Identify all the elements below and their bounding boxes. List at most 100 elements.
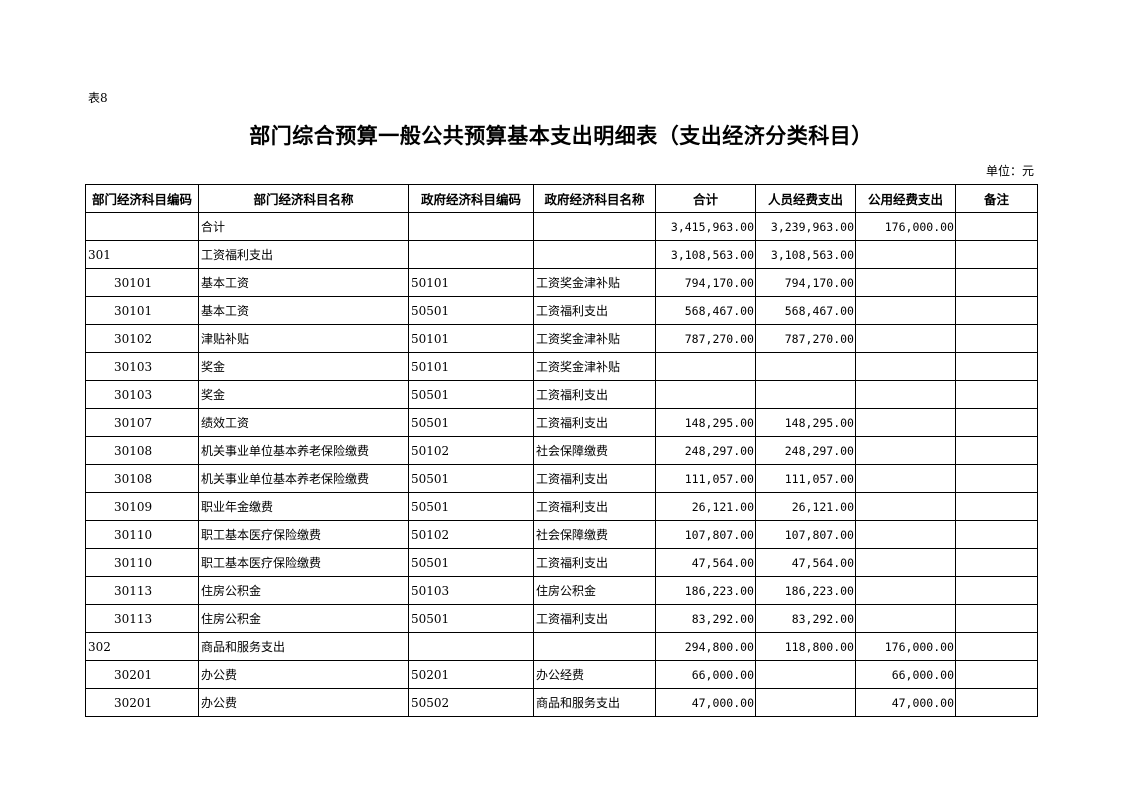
note-cell (955, 240, 1038, 269)
dept-name-cell: 办公费 (198, 660, 409, 689)
personnel-cell: 83,292.00 (755, 604, 856, 633)
public-cell (855, 492, 956, 521)
dept-code-cell: 30108 (85, 436, 199, 465)
public-cell (855, 296, 956, 325)
table-row: 30101 基本工资 50501 工资福利支出 568,467.00 568,467.00 (85, 296, 1038, 325)
gov-code-cell (408, 240, 534, 269)
public-cell: 176,000.00 (855, 212, 956, 241)
personnel-cell: 118,800.00 (755, 632, 856, 661)
table-row: 30103 奖金 50101 工资奖金津补贴 (85, 352, 1038, 381)
note-cell (955, 492, 1038, 521)
total-cell: 148,295.00 (655, 408, 756, 437)
personnel-cell (755, 688, 856, 717)
table-row: 30113 住房公积金 50103 住房公积金 186,223.00 186,223.00 (85, 576, 1038, 605)
public-cell (855, 548, 956, 577)
dept-code-cell (85, 212, 199, 241)
gov-name-cell: 工资福利支出 (533, 408, 656, 437)
col-dept-name: 部门经济科目名称 (198, 184, 409, 213)
dept-code-cell: 30103 (85, 380, 199, 409)
gov-name-cell: 社会保障缴费 (533, 436, 656, 465)
table-row: 30201 办公费 50502 商品和服务支出 47,000.00 47,000.00 (85, 688, 1038, 717)
gov-code-cell: 50103 (408, 576, 534, 605)
gov-code-cell: 50102 (408, 436, 534, 465)
public-cell (855, 324, 956, 353)
dept-name-cell: 奖金 (198, 352, 409, 381)
table-row: 30101 基本工资 50101 工资奖金津补贴 794,170.00 794,170.0… (85, 268, 1038, 297)
gov-code-cell: 50502 (408, 688, 534, 717)
note-cell (955, 604, 1038, 633)
dept-code-cell: 30201 (85, 688, 199, 717)
public-cell (855, 240, 956, 269)
gov-name-cell: 工资福利支出 (533, 380, 656, 409)
personnel-cell: 568,467.00 (755, 296, 856, 325)
header-row: 部门经济科目编码 部门经济科目名称 政府经济科目编码 政府经济科目名称 合计 人… (85, 184, 1038, 213)
total-cell: 47,000.00 (655, 688, 756, 717)
dept-name-cell: 住房公积金 (198, 604, 409, 633)
dept-name-cell: 奖金 (198, 380, 409, 409)
table-row: 30109 职业年金缴费 50501 工资福利支出 26,121.00 26,121.00 (85, 492, 1038, 521)
public-cell (855, 380, 956, 409)
dept-code-cell: 30110 (85, 520, 199, 549)
note-cell (955, 548, 1038, 577)
col-total: 合计 (655, 184, 756, 213)
public-cell (855, 576, 956, 605)
public-cell: 66,000.00 (855, 660, 956, 689)
gov-code-cell: 50101 (408, 268, 534, 297)
total-cell: 186,223.00 (655, 576, 756, 605)
note-cell (955, 576, 1038, 605)
gov-name-cell (533, 240, 656, 269)
col-gov-name: 政府经济科目名称 (533, 184, 656, 213)
gov-code-cell: 50501 (408, 548, 534, 577)
gov-name-cell: 工资福利支出 (533, 492, 656, 521)
dept-code-cell: 30201 (85, 660, 199, 689)
budget-table: 部门经济科目编码 部门经济科目名称 政府经济科目编码 政府经济科目名称 合计 人… (85, 184, 1038, 717)
table-row: 30113 住房公积金 50501 工资福利支出 83,292.00 83,292.00 (85, 604, 1038, 633)
personnel-cell (755, 660, 856, 689)
col-note: 备注 (955, 184, 1038, 213)
table-number: 表8 (88, 91, 108, 105)
dept-name-cell: 绩效工资 (198, 408, 409, 437)
dept-code-cell: 30113 (85, 604, 199, 633)
note-cell (955, 436, 1038, 465)
note-cell (955, 632, 1038, 661)
personnel-cell: 26,121.00 (755, 492, 856, 521)
personnel-cell: 3,108,563.00 (755, 240, 856, 269)
personnel-cell: 794,170.00 (755, 268, 856, 297)
total-cell: 66,000.00 (655, 660, 756, 689)
col-public: 公用经费支出 (855, 184, 956, 213)
dept-code-cell: 30109 (85, 492, 199, 521)
table-row: 30201 办公费 50201 办公经费 66,000.00 66,000.00 (85, 660, 1038, 689)
note-cell (955, 324, 1038, 353)
personnel-cell (755, 352, 856, 381)
total-cell: 26,121.00 (655, 492, 756, 521)
gov-name-cell: 办公经费 (533, 660, 656, 689)
dept-name-cell: 住房公积金 (198, 576, 409, 605)
public-cell (855, 604, 956, 633)
note-cell (955, 268, 1038, 297)
personnel-cell (755, 380, 856, 409)
note-cell (955, 380, 1038, 409)
total-cell (655, 352, 756, 381)
note-cell (955, 688, 1038, 717)
table-row: 302 商品和服务支出 294,800.00 118,800.00 176,000.00 (85, 632, 1038, 661)
personnel-cell: 47,564.00 (755, 548, 856, 577)
total-cell: 294,800.00 (655, 632, 756, 661)
col-personnel: 人员经费支出 (755, 184, 856, 213)
dept-code-cell: 30107 (85, 408, 199, 437)
public-cell (855, 408, 956, 437)
gov-name-cell: 工资奖金津补贴 (533, 268, 656, 297)
gov-code-cell: 50501 (408, 492, 534, 521)
gov-name-cell: 工资福利支出 (533, 464, 656, 493)
gov-name-cell: 工资奖金津补贴 (533, 352, 656, 381)
dept-code-cell: 30113 (85, 576, 199, 605)
total-cell: 787,270.00 (655, 324, 756, 353)
total-cell: 248,297.00 (655, 436, 756, 465)
table-row: 30108 机关事业单位基本养老保险缴费 50102 社会保障缴费 248,297.00… (85, 436, 1038, 465)
total-cell: 83,292.00 (655, 604, 756, 633)
total-cell: 794,170.00 (655, 268, 756, 297)
gov-code-cell: 50501 (408, 296, 534, 325)
gov-name-cell: 工资福利支出 (533, 604, 656, 633)
total-cell: 3,415,963.00 (655, 212, 756, 241)
gov-code-cell: 50101 (408, 352, 534, 381)
public-cell (855, 352, 956, 381)
